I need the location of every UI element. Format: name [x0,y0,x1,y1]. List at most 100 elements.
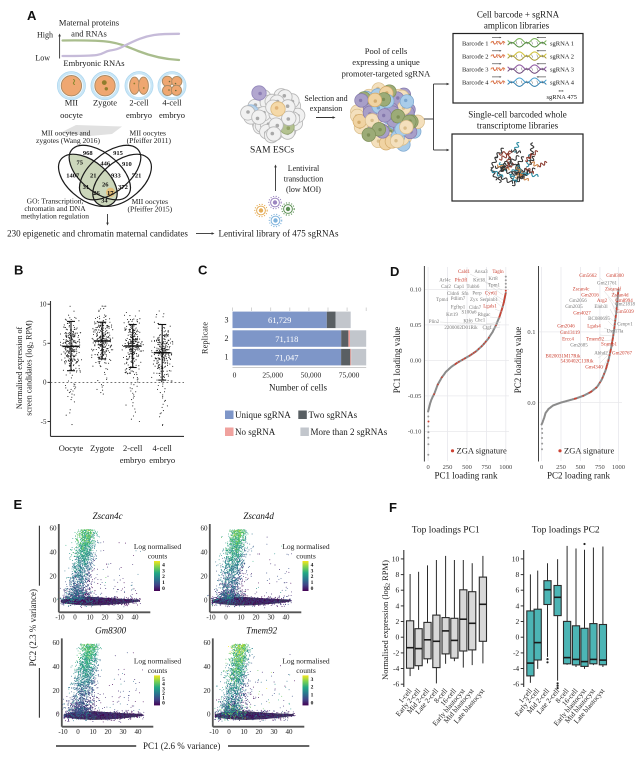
svg-text:75: 75 [77,160,84,167]
svg-text:sgRNA 475: sgRNA 475 [546,94,577,101]
svg-text:3: 3 [311,677,314,683]
svg-text:3: 3 [162,686,165,692]
svg-text:31: 31 [83,184,90,191]
svg-text:1: 1 [225,353,229,362]
svg-text:Normalised expression of: Normalised expression of [15,327,24,410]
svg-text:transcriptome libraries: transcriptome libraries [477,121,559,131]
svg-text:ZGA signature: ZGA signature [564,446,615,456]
svg-text:0: 0 [162,700,165,706]
svg-text:10: 10 [392,554,400,563]
svg-text:Gm2046: Gm2046 [557,325,575,330]
svg-text:40: 40 [53,663,61,671]
svg-text:6: 6 [515,586,519,595]
svg-text:40: 40 [132,614,140,622]
svg-text:30: 30 [120,728,128,736]
svg-text:-6: -6 [513,680,519,689]
svg-text:PC2 (2.3 % variance): PC2 (2.3 % variance) [28,589,38,666]
svg-text:-4: -4 [393,664,399,673]
svg-text:0: 0 [233,371,237,380]
svg-text:40: 40 [50,549,58,557]
svg-text:Elob3l: Elob3l [594,305,608,310]
svg-text:30: 30 [268,614,276,622]
svg-text:Gm13119: Gm13119 [560,331,580,336]
svg-text:750: 750 [595,464,605,471]
svg-text:60: 60 [201,525,209,533]
svg-text:Tmem92: Tmem92 [246,625,277,635]
svg-text:3: 3 [225,316,229,325]
svg-text:1000: 1000 [612,464,625,471]
svg-text:-10: -10 [206,614,216,622]
svg-text:10: 10 [512,554,520,563]
svg-text:Gm2685: Gm2685 [570,344,588,349]
svg-text:26: 26 [93,190,100,197]
svg-text:2: 2 [515,617,519,626]
svg-text:Arl4c: Arl4c [439,279,451,284]
svg-text:20: 20 [204,687,212,695]
svg-text:Barcode 2: Barcode 2 [462,54,489,61]
svg-text:71,118: 71,118 [275,334,298,344]
svg-text:2: 2 [311,574,314,580]
svg-text:Gm8994: Gm8994 [615,299,633,304]
svg-text:4-cell: 4-cell [162,98,182,108]
svg-text:A: A [27,8,37,23]
svg-text:20: 20 [50,572,58,580]
svg-text:0: 0 [396,633,400,642]
svg-text:sgRNA 1: sgRNA 1 [550,40,574,47]
svg-text:counts: counts [148,552,168,561]
svg-text:0.00: 0.00 [410,358,421,365]
svg-text:30: 30 [271,728,279,736]
svg-text:Cenpv1: Cenpv1 [617,323,633,328]
svg-text:-10: -10 [58,728,68,736]
svg-text:PC2 loading value: PC2 loading value [513,327,523,394]
svg-text:40: 40 [283,614,291,622]
svg-text:Zscan4c: Zscan4c [93,511,123,521]
svg-text:Selection and: Selection and [304,94,347,103]
svg-text:sgRNA 3: sgRNA 3 [550,67,574,74]
svg-text:4: 4 [162,563,165,569]
svg-text:S100a6: S100a6 [462,311,478,316]
svg-text:50,000: 50,000 [301,371,322,380]
svg-text:Gm2056: Gm2056 [569,299,587,304]
svg-text:34: 34 [101,198,108,205]
svg-text:2: 2 [162,574,165,580]
svg-text:Scamp1: Scamp1 [601,343,618,348]
svg-text:Unique sgRNA: Unique sgRNA [235,410,291,420]
svg-text:embryo: embryo [126,110,152,120]
svg-text:-5: -5 [41,418,47,426]
svg-text:5: 5 [43,340,47,348]
svg-text:counts: counts [148,666,168,675]
svg-text:60: 60 [204,639,212,647]
svg-text:screen candidates (log2 RPM): screen candidates (log2 RPM) [25,320,36,416]
svg-text:30: 30 [117,614,125,622]
svg-text:1: 1 [162,696,165,702]
svg-text:High: High [37,31,53,40]
svg-text:20: 20 [105,728,113,736]
svg-text:Cldn6: Cldn6 [447,292,460,297]
svg-text:0: 0 [162,586,165,592]
svg-text:20: 20 [201,572,209,580]
svg-text:20: 20 [53,687,61,695]
svg-text:...: ... [558,86,564,94]
svg-text:250: 250 [443,464,453,471]
svg-text:Krt18: Krt18 [473,279,485,284]
svg-text:4-cell: 4-cell [153,443,173,453]
svg-text:Chc1: Chc1 [475,319,486,324]
svg-text:40: 40 [286,728,294,736]
svg-text:PC1 loading rank: PC1 loading rank [435,471,498,481]
svg-text:(low MOI): (low MOI) [286,185,321,194]
svg-text:2: 2 [225,334,229,343]
svg-text:Cap1: Cap1 [454,285,465,290]
svg-text:0: 0 [224,614,228,622]
svg-text:Sfn: Sfn [462,292,469,297]
svg-text:Log normalised: Log normalised [134,542,182,551]
svg-text:0: 0 [204,596,208,604]
svg-text:1: 1 [311,580,314,586]
svg-text:Pfn3fl: Pfn3fl [455,279,468,284]
svg-text:Lgals1: Lgals1 [483,305,497,310]
svg-text:Krt8: Krt8 [488,277,498,282]
svg-text:Cald1: Cald1 [458,270,470,275]
svg-text:4: 4 [396,601,400,610]
svg-text:Low: Low [35,54,50,63]
svg-text:0.05: 0.05 [410,322,421,329]
svg-text:(Pfeiffer 2011): (Pfeiffer 2011) [127,136,172,145]
